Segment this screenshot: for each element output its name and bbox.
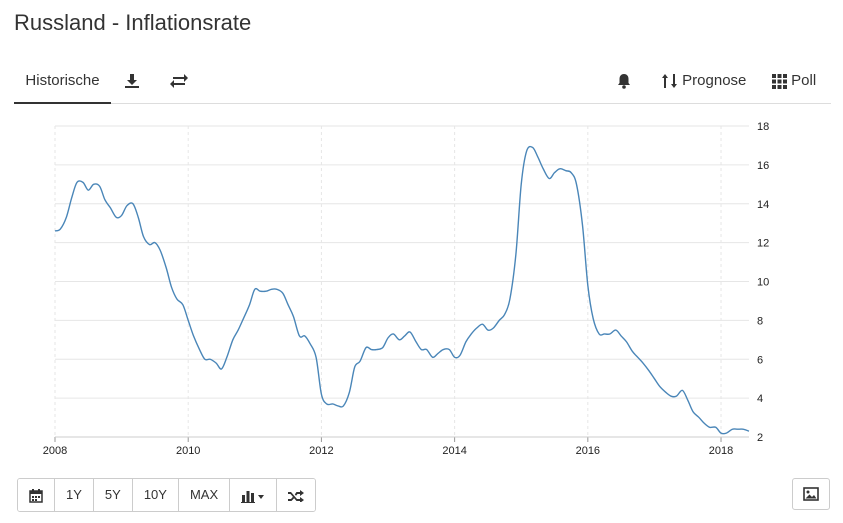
tab-prognose-label: Prognose: [682, 72, 747, 89]
bar-chart-icon: [241, 490, 265, 503]
calendar-button[interactable]: [18, 479, 55, 511]
calendar-icon: [29, 488, 43, 503]
page-title: Russland - Inflationsrate: [14, 10, 252, 35]
range-10y-button[interactable]: 10Y: [132, 479, 179, 511]
x-tick-label: 2016: [576, 445, 600, 457]
chart-toolbar: 1Y 5Y 10Y MAX: [17, 478, 317, 512]
download-icon[interactable]: [114, 60, 150, 102]
tab-prognose[interactable]: Prognose: [662, 60, 746, 102]
image-export-button[interactable]: [792, 478, 830, 510]
inflation-series-line: [54, 145, 750, 435]
x-tick-label: 2018: [709, 445, 733, 457]
x-axis: 2008 2010 2012 2014 2016 2018: [43, 436, 749, 457]
tab-poll-label: Poll: [791, 72, 817, 89]
sort-icon: [662, 74, 677, 89]
range-1y-button[interactable]: 1Y: [55, 479, 94, 511]
y-tick-label: 16: [757, 160, 769, 172]
y-tick-label: 10: [757, 277, 769, 289]
x-tick-label: 2012: [309, 445, 333, 457]
shuffle-button[interactable]: [277, 479, 316, 511]
y-axis: 2 4 6 8 10 12 14 16 18: [757, 121, 769, 444]
x-tick-label: 2014: [442, 445, 466, 457]
grid-lines: [54, 125, 749, 438]
exchange-icon[interactable]: [161, 60, 197, 102]
image-icon: [803, 486, 819, 501]
x-tick-label: 2008: [43, 445, 67, 457]
tab-poll[interactable]: Poll: [772, 60, 816, 102]
tab-historische[interactable]: Historische: [14, 60, 111, 104]
x-tick-label: 2010: [176, 445, 200, 457]
inflation-chart: 2 4 6 8 10 12 14 16 18 2008 2010 2012 2014 2016 2018: [43, 121, 769, 457]
y-tick-label: 12: [757, 238, 769, 250]
y-tick-label: 2: [757, 432, 763, 444]
y-tick-label: 14: [757, 199, 769, 211]
y-tick-label: 4: [757, 393, 763, 405]
bell-icon[interactable]: [606, 60, 642, 102]
y-tick-label: 18: [757, 121, 769, 133]
y-tick-label: 6: [757, 354, 763, 366]
series-layer: [54, 145, 750, 435]
tab-bar: Historische Prognose Poll: [14, 60, 831, 104]
chart-type-button[interactable]: [230, 479, 278, 511]
grid-icon: [772, 73, 787, 89]
range-max-button[interactable]: MAX: [178, 479, 231, 511]
range-5y-button[interactable]: 5Y: [93, 479, 133, 511]
shuffle-icon: [288, 490, 305, 504]
y-tick-label: 8: [757, 315, 763, 327]
